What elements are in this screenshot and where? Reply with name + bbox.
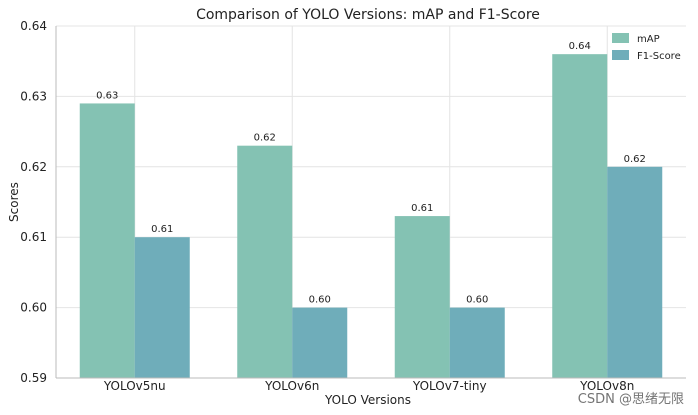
plot-area: 0.59 0.60 0.61 0.62 0.63 0.64 0.63 0.62 0.61 0.64… [20,19,686,393]
y-tick-label: 0.62 [20,160,47,174]
x-tick-label: YOLOv6n [264,379,319,393]
bar-value-label: 0.62 [254,133,276,144]
y-tick-label: 0.61 [20,230,47,244]
y-tick-label: 0.60 [20,301,47,315]
chart-title: Comparison of YOLO Versions: mAP and F1-… [196,7,540,23]
bar-f1-score [449,307,505,378]
bar-f1-score [134,237,190,378]
x-tick-label: YOLOv5nu [103,379,166,393]
y-tick-label: 0.63 [20,89,47,103]
bar-value-label: 0.64 [569,41,591,52]
y-tick-label: 0.59 [20,371,47,385]
x-tick-label: YOLOv7-tiny [412,379,487,393]
bar-value-label: 0.61 [151,224,173,235]
y-axis-label: Scores [7,182,21,222]
watermark: CSDN @思绪无限 [577,392,684,407]
bar-map [394,216,450,378]
y-tick-label: 0.64 [20,19,47,33]
legend-swatch-f1-score [612,50,629,60]
x-axis-label: YOLO Versions [324,393,411,407]
bar-map [552,54,608,378]
x-tick-label: YOLOv8n [579,379,634,393]
bar-map [79,103,135,378]
bar-value-label: 0.62 [624,154,646,165]
bar-map [237,145,293,378]
bar-value-label: 0.60 [309,295,331,306]
bar-value-label: 0.61 [411,203,433,214]
bar-f1-score [292,307,348,378]
bar-value-label: 0.63 [96,90,118,101]
bar-f1-score [607,166,663,378]
legend-label-f1-score: F1-Score [637,51,681,62]
legend-label-map: mAP [637,34,660,45]
legend-swatch-map [612,33,629,43]
bar-value-label: 0.60 [466,295,488,306]
